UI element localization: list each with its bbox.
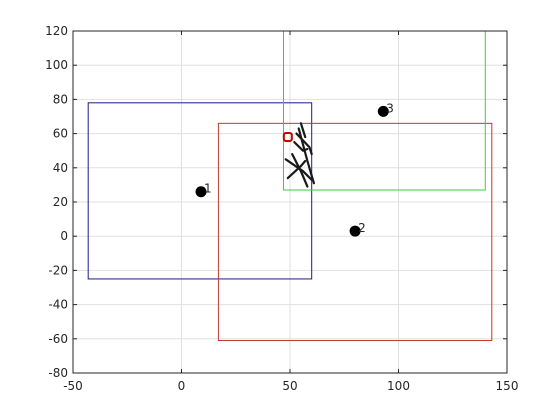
sketch-stroke: [291, 153, 309, 188]
x-tick-label: -50: [63, 379, 83, 393]
y-tick-label: -20: [48, 263, 68, 277]
x-tick-label: 0: [178, 379, 186, 393]
x-tick-label: 150: [496, 379, 519, 393]
sketch-stroke: [293, 141, 309, 152]
points-layer: 1 2 3: [195, 101, 394, 237]
highlight-marker: [282, 132, 293, 143]
y-tick-label: 20: [53, 195, 68, 209]
x-tick-label: 50: [282, 379, 297, 393]
sketch-stroke: [284, 158, 313, 181]
sketch-layer: [282, 122, 315, 188]
y-tick-label: 80: [53, 92, 68, 106]
point-label: 1: [204, 182, 212, 196]
y-tick-label: -80: [48, 366, 68, 380]
y-axis: -80 -60 -40 -20 0 20 40 60 80 100 120: [45, 24, 507, 380]
y-tick-label: -40: [48, 298, 68, 312]
y-tick-label: 40: [53, 161, 68, 175]
point-label: 2: [358, 221, 366, 235]
region-rectangle: [87, 102, 313, 280]
y-tick-label: 0: [60, 229, 68, 243]
point-label: 3: [386, 101, 394, 115]
grid: [72, 30, 508, 374]
data-point: [195, 186, 207, 198]
rectangles-layer: [87, 30, 493, 342]
sketch-stroke: [295, 132, 313, 156]
x-axis: -50 0 50 100 150: [63, 31, 518, 393]
data-point: [349, 225, 361, 237]
y-tick-label: 120: [45, 24, 68, 38]
y-tick-label: 60: [53, 127, 68, 141]
sketch-stroke: [299, 122, 307, 139]
y-tick-label: 100: [45, 58, 68, 72]
y-tick-label: -60: [48, 332, 68, 346]
sketch-stroke: [286, 159, 307, 180]
region-rectangle: [217, 122, 493, 342]
data-point: [377, 105, 389, 117]
x-tick-label: 100: [387, 379, 410, 393]
